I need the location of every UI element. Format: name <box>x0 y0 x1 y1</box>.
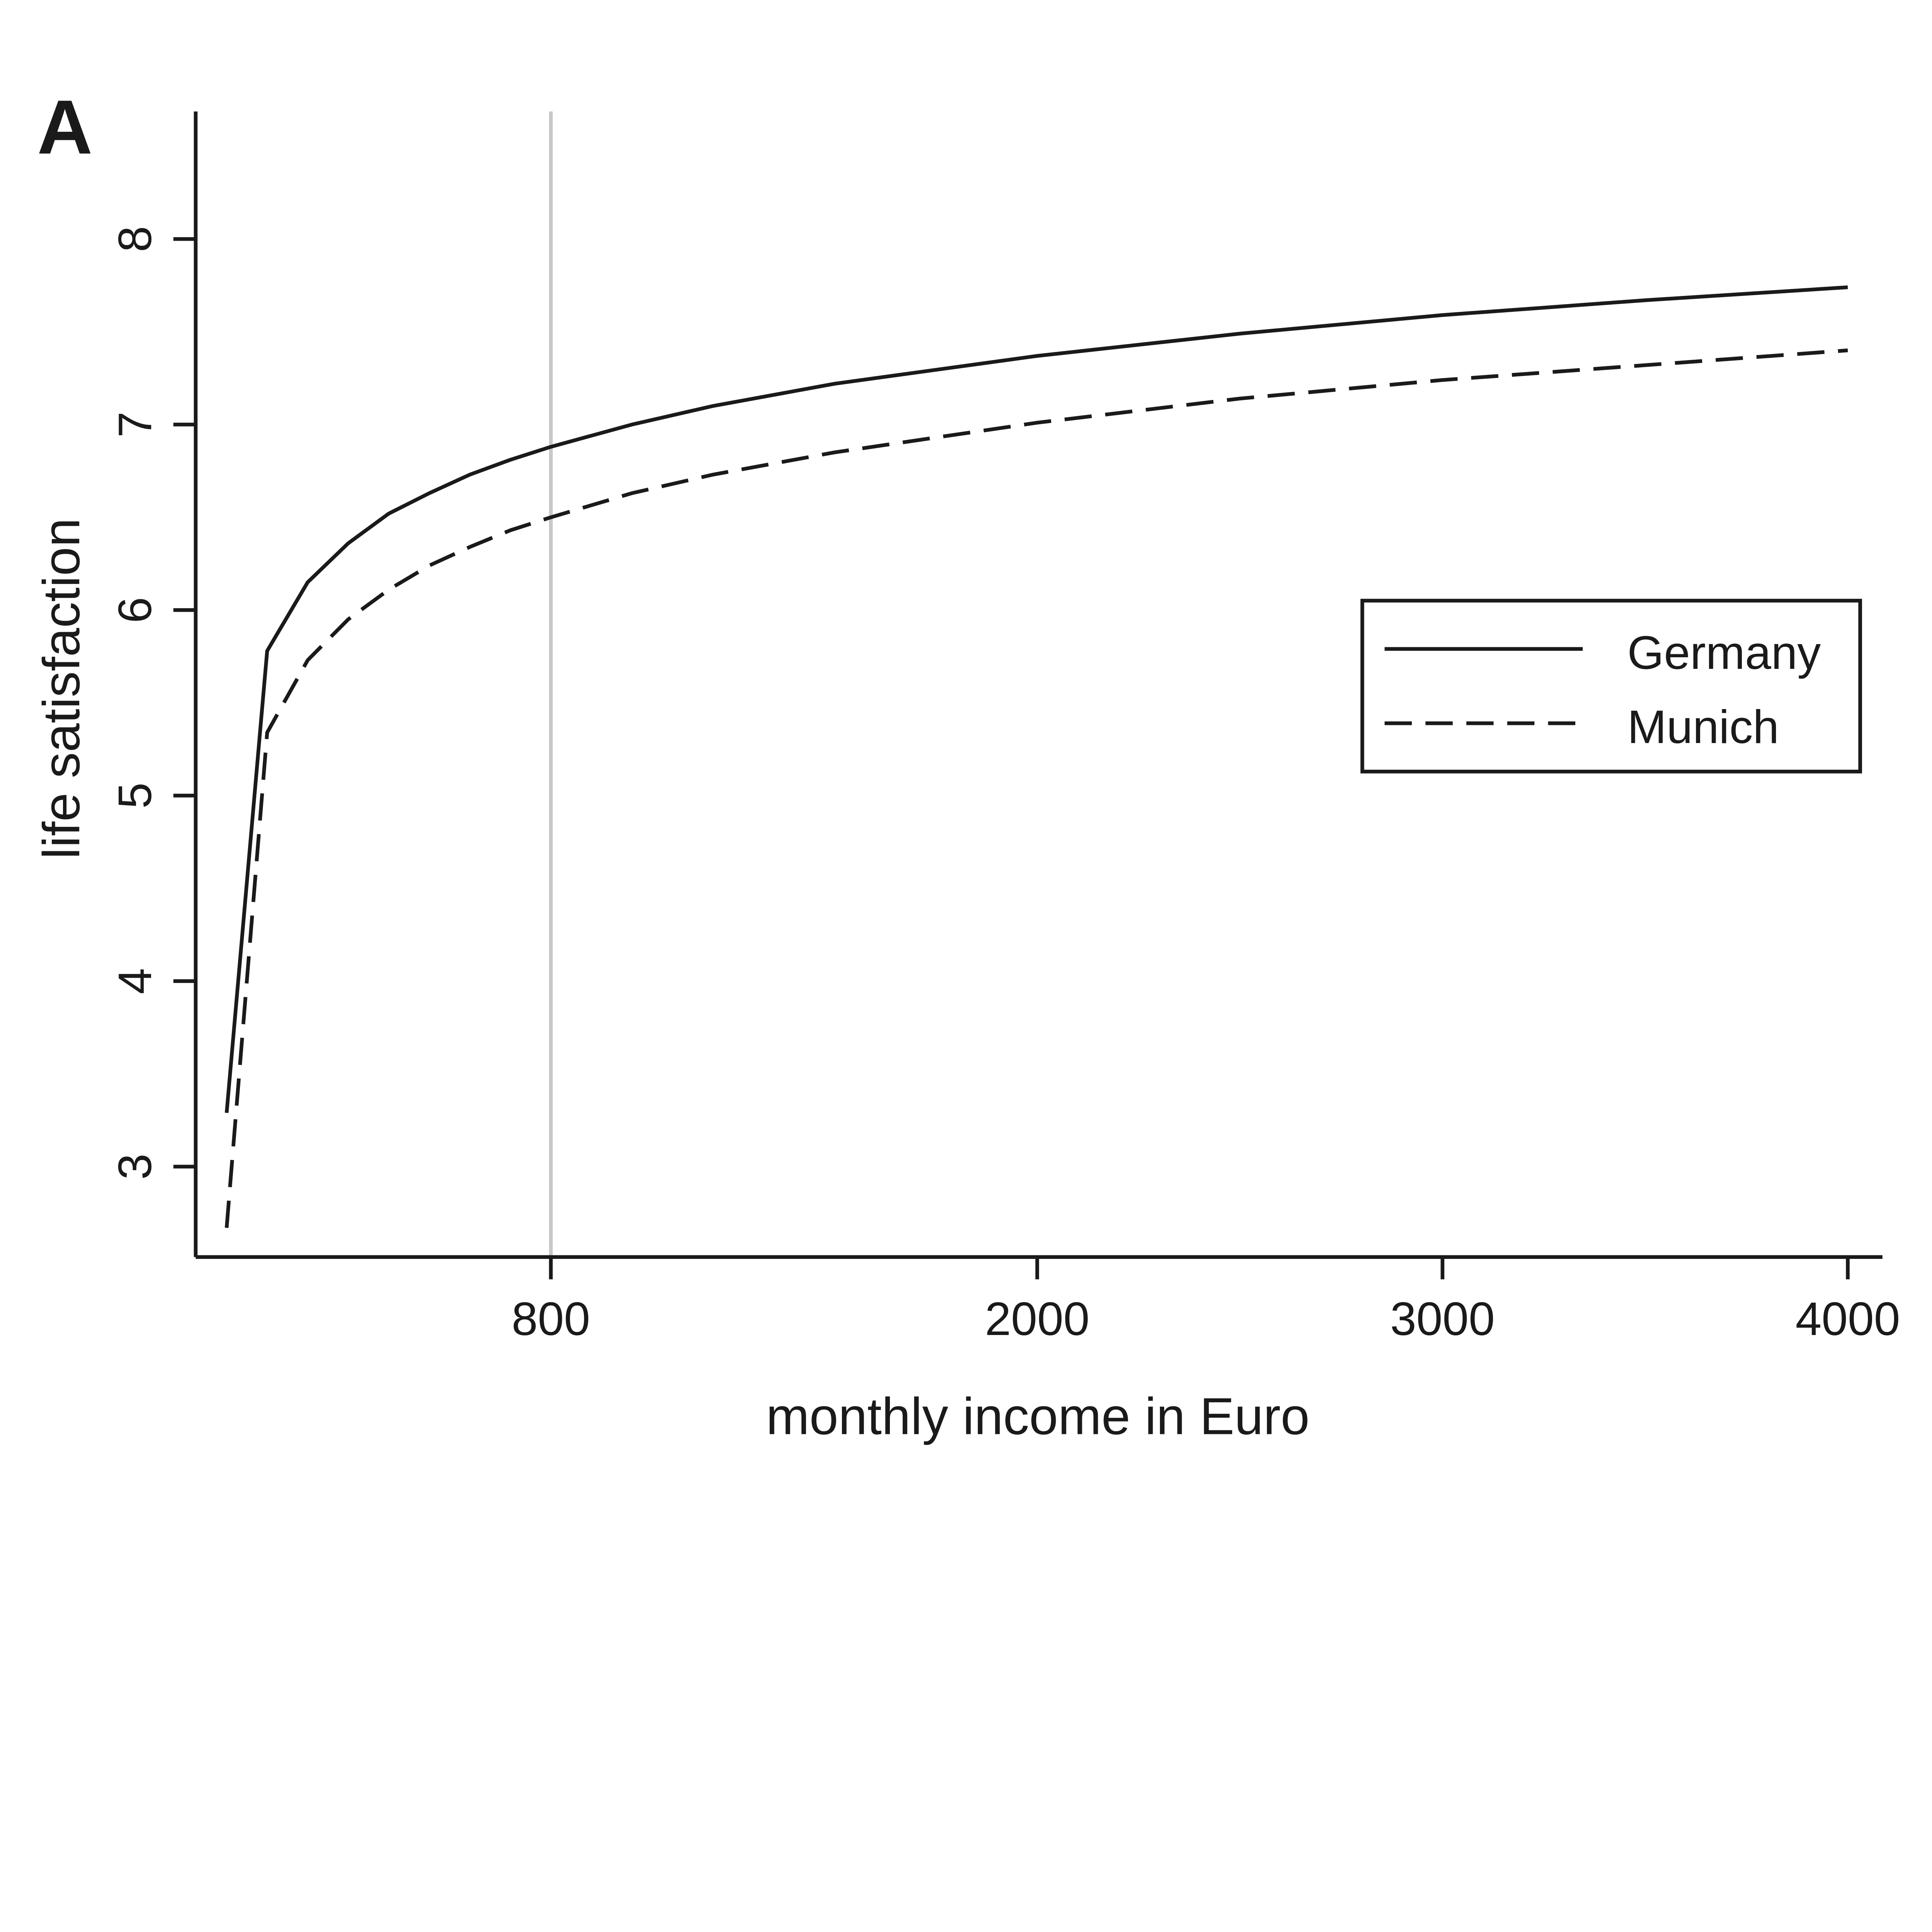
y-tick-label: 6 <box>109 597 161 623</box>
y-axis-label: life satisfaction <box>32 518 90 859</box>
y-tick-label: 8 <box>109 226 161 252</box>
x-tick-label: 4000 <box>1796 1293 1900 1345</box>
x-tick-label: 3000 <box>1390 1293 1495 1345</box>
series-line-germany <box>224 285 1848 1113</box>
x-tick-label: 800 <box>512 1293 590 1345</box>
y-tick-label: 3 <box>109 1153 161 1180</box>
x-tick-label: 2000 <box>985 1293 1090 1345</box>
y-tick-label: 7 <box>109 412 161 438</box>
legend: Germany Munich <box>1360 599 1862 774</box>
legend-label-germany: Germany <box>1628 626 1821 679</box>
legend-label-munich: Munich <box>1628 701 1779 753</box>
panel-label: A <box>37 84 93 170</box>
x-axis-label: monthly income in Euro <box>766 1387 1310 1446</box>
y-tick-label: 5 <box>109 782 161 809</box>
series-line-munich <box>224 348 1848 1228</box>
y-tick-label: 4 <box>109 968 161 994</box>
life-satisfaction-chart: A 800 2000 3000 4000 3 4 5 6 7 8 monthly income … <box>32 84 1900 1446</box>
legend-box <box>1360 599 1862 774</box>
